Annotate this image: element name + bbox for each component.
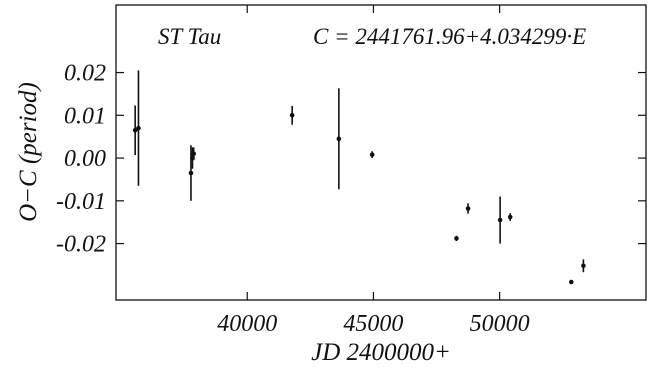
data-point-marker — [497, 217, 503, 223]
data-point — [507, 213, 513, 221]
plot-frame — [115, 4, 647, 301]
y-tick-label: 0.01 — [64, 103, 106, 129]
ephemeris-annotation: C = 2441761.96+4.034299·E — [313, 24, 586, 49]
data-point — [581, 259, 586, 273]
data-point-marker — [336, 136, 342, 142]
data-point-marker — [465, 206, 471, 211]
y-axis-label: O−C (period) — [15, 82, 42, 222]
y-tick-label: -0.01 — [56, 189, 106, 215]
data-point — [465, 203, 471, 214]
x-axis-label: JD 2400000+ — [311, 339, 451, 366]
data-point — [132, 105, 138, 156]
data-point-marker — [507, 214, 513, 220]
data-point-marker — [454, 236, 459, 241]
data-point-marker — [568, 279, 574, 285]
star-name-annotation: ST Tau — [158, 24, 221, 49]
x-tick-label: 50000 — [470, 311, 530, 337]
data-point-marker — [188, 170, 194, 176]
data-point-marker — [581, 263, 586, 269]
x-axis-ticks: 40000 45000 50000 — [217, 5, 530, 337]
data-point-marker — [132, 127, 138, 133]
data-point — [191, 147, 197, 161]
data-point — [188, 145, 194, 201]
y-tick-label: 0.02 — [64, 61, 106, 87]
data-point — [336, 88, 342, 190]
data-point — [136, 70, 141, 186]
data-point-marker — [191, 151, 197, 157]
data-series — [132, 70, 586, 285]
data-point — [568, 279, 574, 285]
x-tick-label: 40000 — [217, 311, 277, 337]
data-point-marker — [369, 152, 375, 157]
y-tick-label: 0.00 — [64, 146, 106, 172]
data-point — [289, 105, 295, 125]
data-point-marker — [136, 125, 141, 131]
data-point — [454, 235, 459, 241]
data-point-marker — [289, 113, 295, 118]
x-tick-label: 45000 — [343, 311, 403, 337]
y-tick-label: -0.02 — [56, 232, 106, 258]
y-axis-ticks: 0.02 0.01 0.00 -0.01 -0.02 — [56, 61, 646, 258]
data-point — [497, 196, 503, 244]
data-point — [369, 151, 375, 159]
